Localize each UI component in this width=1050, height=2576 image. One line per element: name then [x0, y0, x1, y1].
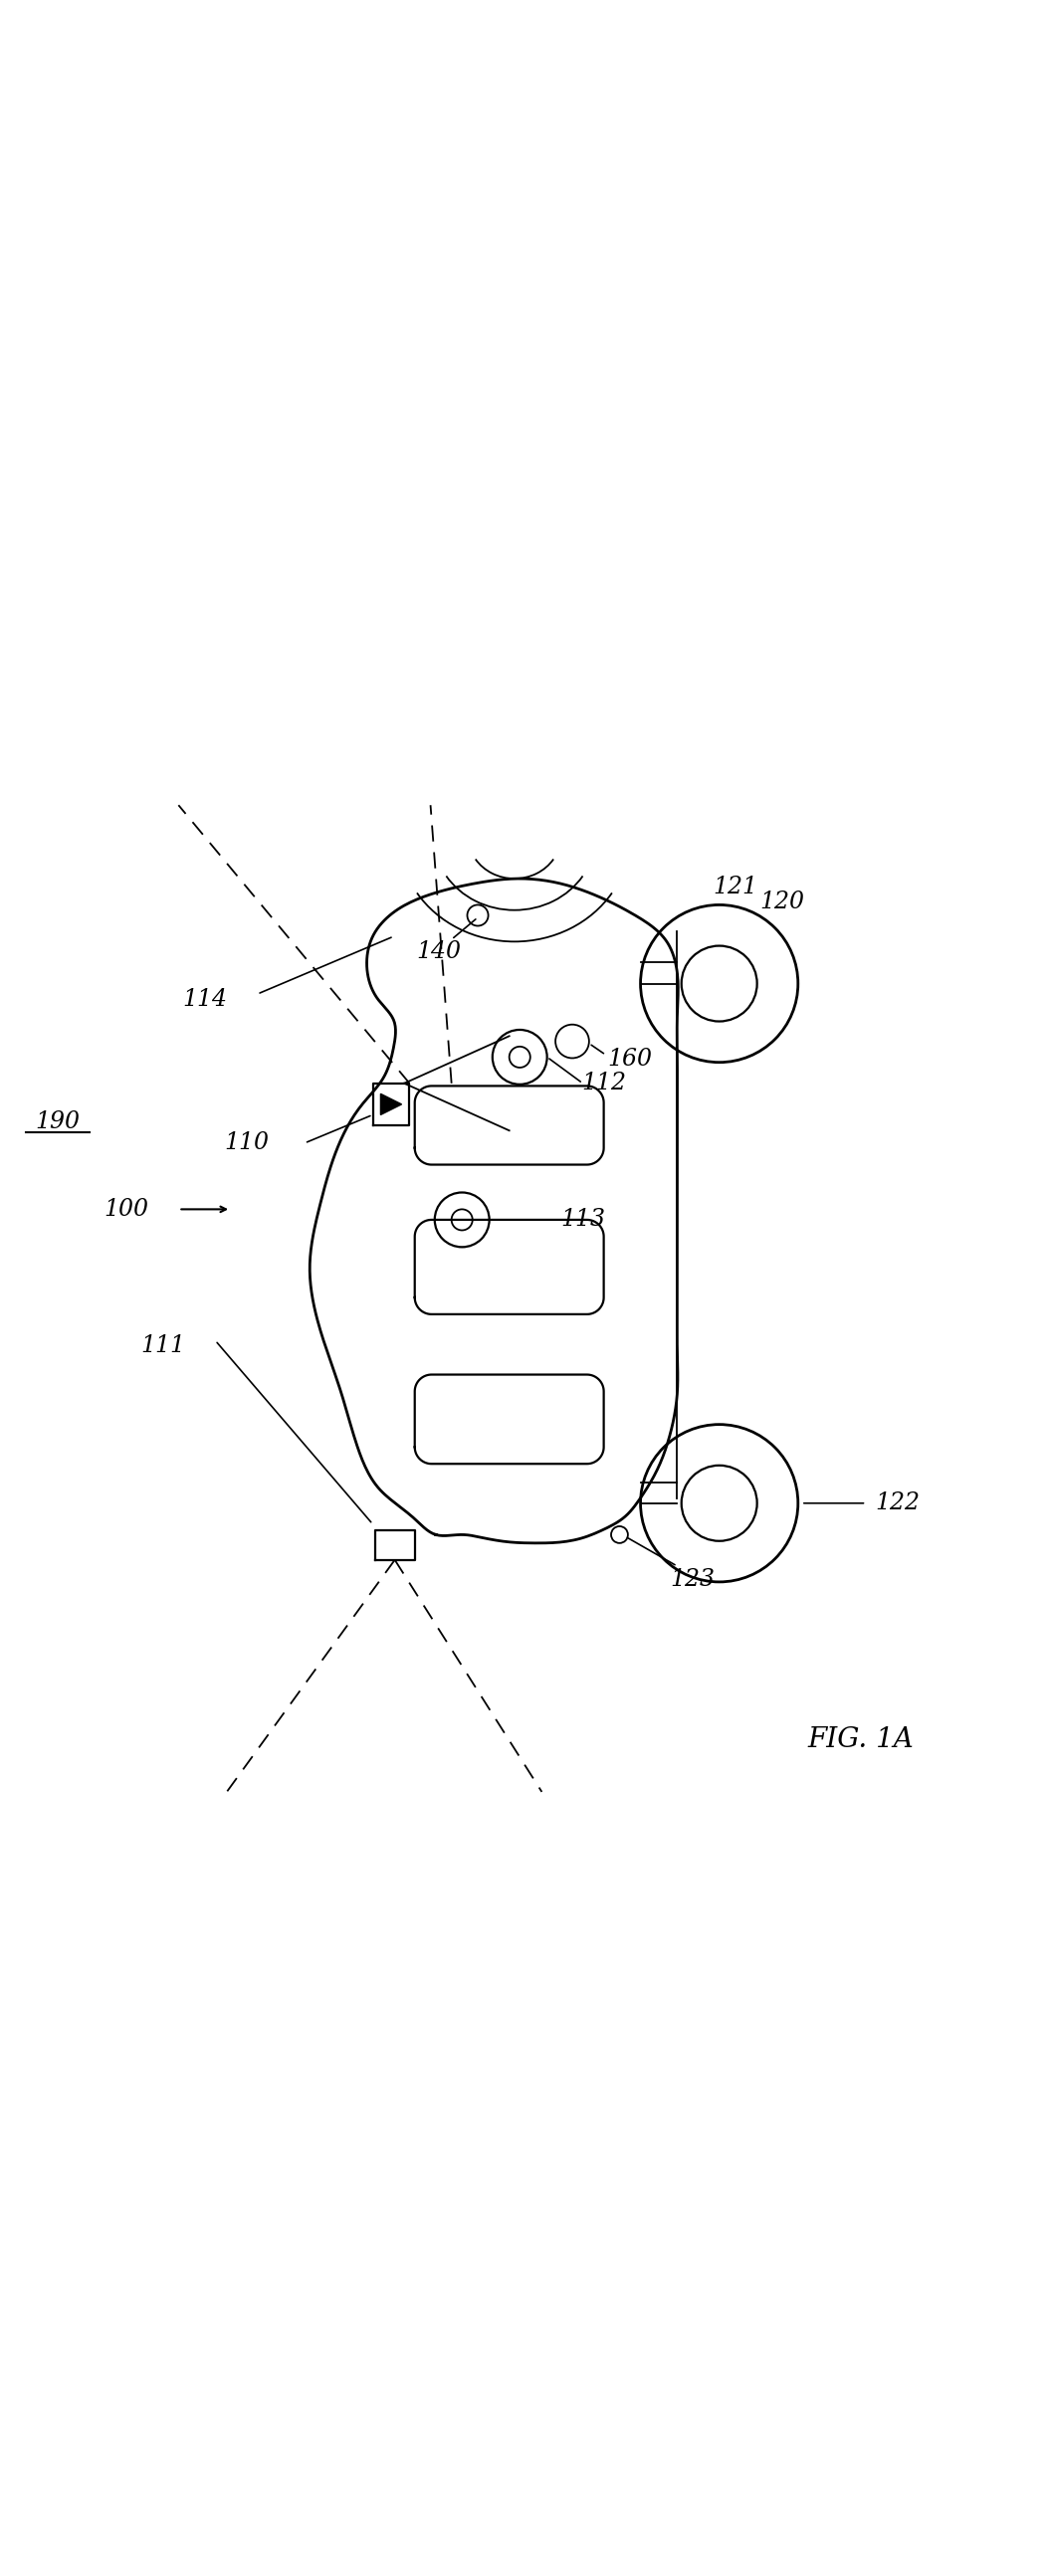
Text: 112: 112	[582, 1072, 626, 1095]
Text: 190: 190	[36, 1110, 80, 1133]
Text: FIG. 1A: FIG. 1A	[807, 1726, 915, 1752]
Text: 121: 121	[713, 876, 757, 899]
Text: 120: 120	[760, 891, 804, 912]
Text: 111: 111	[141, 1334, 185, 1358]
Text: 123: 123	[671, 1569, 715, 1592]
Text: 122: 122	[876, 1492, 920, 1515]
Text: 160: 160	[608, 1048, 652, 1072]
Text: 140: 140	[417, 940, 461, 963]
Text: 114: 114	[183, 987, 227, 1010]
Polygon shape	[380, 1095, 401, 1115]
Text: 113: 113	[561, 1208, 605, 1231]
Text: 110: 110	[225, 1131, 269, 1154]
Text: 100: 100	[104, 1198, 148, 1221]
